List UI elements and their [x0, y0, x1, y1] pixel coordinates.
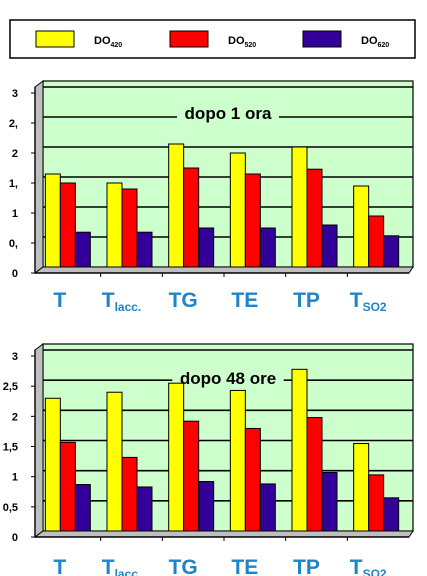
chart-title-bg [172, 369, 284, 389]
legend: DO420 DO520 DO620 [9, 19, 416, 59]
bar-do520-2 [183, 167, 200, 268]
ytick-label-2: 1 [12, 208, 18, 220]
bar-do520-3 [244, 173, 261, 268]
ytick-label-3: 1, [9, 178, 18, 190]
legend-label-2: DO620 [361, 35, 389, 49]
ytick-label-1: 0,5 [3, 502, 18, 514]
bar-do620-2 [198, 227, 215, 268]
ytick-label-0: 0 [12, 268, 18, 280]
bar-do620-1 [136, 486, 153, 532]
chart-dopo-48-ore: 0 0,5 1 1,5 2 2,5 3 dopo 48 ore T Tlacc. TG TE TP TSO… [3, 343, 414, 576]
plot-side-wall [34, 343, 44, 538]
bar-do620-5 [383, 497, 400, 532]
ytick-label-0: 0 [12, 532, 18, 544]
bar-do520-4 [306, 168, 323, 268]
bar-do620-0 [74, 231, 91, 268]
x-category-label-1: Tlacc. [102, 556, 142, 576]
legend-label-0: DO420 [94, 35, 122, 49]
ytick-label-1: 0, [9, 238, 18, 250]
bar-do420-1 [106, 391, 123, 532]
legend-frame [9, 19, 416, 59]
bar-do620-4 [321, 471, 338, 532]
bar-do520-5 [368, 474, 385, 532]
chart-title-bg [177, 104, 279, 124]
bar-do420-5 [353, 185, 370, 268]
bar-do420-2 [168, 382, 185, 532]
bar-do420-5 [353, 443, 370, 532]
bar-do620-0 [74, 484, 91, 532]
x-category-label-1: Tlacc. [102, 289, 142, 314]
chart-title: dopo 1 ora [185, 104, 272, 123]
bar-do620-2 [198, 481, 215, 532]
x-category-label-3: TE [231, 556, 258, 576]
bar-do520-3 [244, 427, 261, 532]
bar-do620-5 [383, 235, 400, 268]
bar-do620-4 [321, 224, 338, 268]
bar-do520-0 [59, 441, 76, 532]
legend-swatch-1 [169, 30, 209, 48]
bar-do420-3 [229, 389, 246, 532]
legend-label-1: DO520 [228, 35, 256, 49]
bar-do420-4 [291, 368, 308, 532]
plot-side-wall [34, 80, 44, 274]
ytick-label-6: 3 [12, 88, 18, 100]
bar-do420-0 [44, 173, 61, 268]
bar-do420-2 [168, 143, 185, 268]
ytick-label-2: 1 [12, 472, 18, 484]
ytick-label-3: 1,5 [3, 442, 18, 454]
x-category-label-4: TP [293, 556, 320, 576]
bar-do420-3 [229, 152, 246, 268]
ytick-label-5: 2, [9, 118, 18, 130]
chart-dopo-1-ora: 0 0, 1 1, 2 2, 3 dopo 1 ora T Tlacc. TG TE TP TSO2 [9, 80, 414, 314]
bar-do420-1 [106, 182, 123, 268]
legend-swatch-2 [302, 30, 342, 48]
bar-do520-5 [368, 215, 385, 268]
x-category-label-2: TG [169, 289, 198, 312]
bar-do420-4 [291, 146, 308, 268]
x-category-label-2: TG [169, 556, 198, 576]
bar-do520-4 [306, 417, 323, 532]
ytick-label-6: 3 [12, 351, 18, 363]
bar-do620-3 [259, 227, 276, 268]
bar-do620-1 [136, 231, 153, 268]
x-category-label-4: TP [293, 289, 320, 312]
ytick-label-4: 2 [12, 148, 18, 160]
bar-do520-1 [121, 188, 138, 268]
bar-do520-0 [59, 182, 76, 268]
x-category-label-5: TSO2 [350, 289, 387, 314]
x-category-label-5: TSO2 [350, 556, 387, 576]
x-category-label-3: TE [231, 289, 258, 312]
ytick-label-4: 2 [12, 411, 18, 423]
bar-do420-0 [44, 397, 61, 532]
legend-swatch-0 [35, 30, 75, 48]
plot-floor [33, 266, 414, 274]
x-category-label-0: T [53, 289, 66, 312]
chart-title: dopo 48 ore [180, 369, 276, 388]
bar-do520-2 [183, 420, 200, 532]
plot-floor [33, 530, 414, 538]
x-category-label-0: T [53, 556, 66, 576]
bar-do620-3 [259, 483, 276, 532]
bar-do520-1 [121, 456, 138, 532]
ytick-label-5: 2,5 [3, 381, 18, 393]
